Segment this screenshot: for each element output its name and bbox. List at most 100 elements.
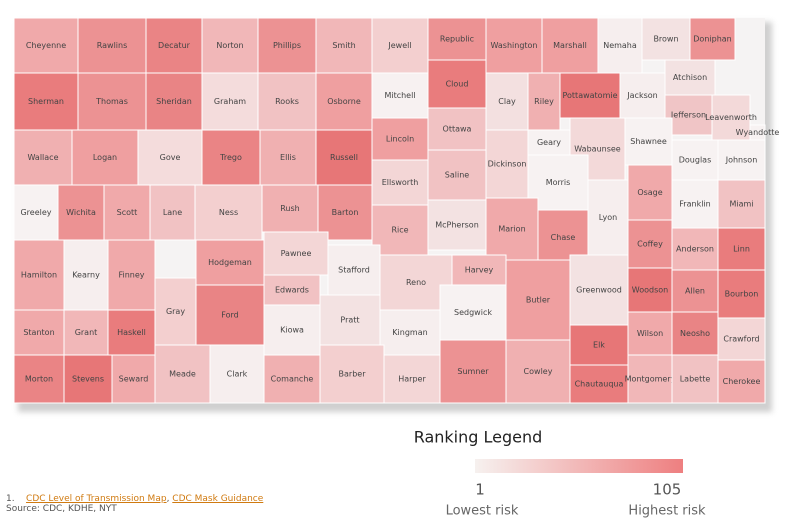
county (541, 17, 599, 74)
legend-min: 1 (475, 481, 485, 499)
county-label: Kearny (72, 271, 100, 280)
legend-min-label: Lowest risk (446, 504, 519, 519)
county-label: Clay (498, 97, 516, 106)
county-label: Wilson (637, 329, 663, 338)
county-label: Sedgwick (454, 308, 492, 317)
county-label: Harvey (465, 266, 494, 275)
source: Source: CDC, KDHE, NYT (6, 504, 117, 514)
county-label: Wabaunsee (574, 145, 621, 154)
county-label: Wallace (28, 153, 59, 162)
county (201, 129, 261, 186)
county (627, 311, 673, 356)
county (505, 339, 571, 404)
county (717, 227, 766, 271)
county (263, 354, 321, 404)
county (13, 354, 65, 404)
county-label: Rawlins (97, 41, 128, 50)
county-label: Marshall (553, 41, 587, 50)
county (671, 227, 719, 271)
county (371, 204, 429, 256)
legend-gradient (475, 459, 683, 473)
county-label: Hodgeman (208, 258, 252, 267)
county-label: Cloud (446, 80, 469, 89)
county-label: Pawnee (281, 249, 312, 258)
county-label: Lincoln (386, 135, 414, 144)
county-label: Clark (227, 370, 248, 379)
county (195, 284, 265, 346)
county (137, 129, 203, 186)
county (371, 17, 429, 74)
county (107, 309, 156, 356)
county-label: Pottawatomie (562, 91, 617, 100)
county (671, 311, 719, 356)
link[interactable]: CDC Mask Guidance (172, 494, 264, 504)
county (664, 94, 713, 136)
county (63, 309, 109, 356)
county-label: Brown (653, 35, 678, 44)
county-label: Montgomery (625, 375, 676, 384)
county-label: Graham (214, 97, 246, 106)
county-label: Anderson (676, 245, 714, 254)
county (717, 179, 766, 229)
legend-max: 105 (653, 481, 682, 499)
county-label: Finney (118, 271, 144, 280)
county-label: Greeley (20, 208, 51, 217)
county-label: Linn (733, 245, 750, 254)
county (201, 72, 259, 131)
county-label: Riley (534, 97, 554, 106)
county-label: Douglas (679, 156, 712, 165)
county (13, 72, 79, 131)
county-label: Shawnee (630, 137, 667, 146)
county (13, 239, 65, 311)
county (627, 267, 673, 313)
county-label: Leavenworth (705, 113, 757, 122)
county-label: Morris (546, 178, 571, 187)
county (527, 72, 561, 131)
county-label: Seward (119, 375, 149, 384)
county (319, 344, 385, 404)
county-label: Morton (25, 375, 53, 384)
county-label: Washington (490, 41, 537, 50)
county-label: Geary (537, 138, 561, 147)
county-label: Gray (166, 307, 185, 316)
county-label: Kiowa (280, 326, 304, 335)
county-label: Allen (685, 287, 705, 296)
county-label: Butler (526, 296, 551, 305)
county (319, 294, 381, 346)
county-label: Thomas (95, 97, 128, 106)
legend-max-label: Highest risk (628, 504, 706, 519)
link[interactable]: CDC Level of Transmission Map (26, 494, 167, 504)
county-label: Republic (440, 35, 474, 44)
county (451, 254, 507, 286)
county-label: Kingman (392, 328, 427, 337)
county (257, 17, 317, 74)
county (527, 129, 571, 156)
separator: , (166, 494, 173, 504)
county (201, 17, 259, 74)
county (664, 59, 716, 96)
county-label: Osborne (327, 97, 361, 106)
footnote-number: 1. (6, 494, 15, 504)
county-label: Wyandotte (736, 128, 780, 137)
legend-title: Ranking Legend (414, 428, 543, 447)
county-label: Reno (406, 278, 426, 287)
county-label: Comanche (271, 375, 314, 384)
county-label: Cheyenne (26, 41, 66, 50)
county-label: Haskell (117, 328, 146, 337)
county (371, 117, 429, 161)
county-label: Gove (160, 153, 181, 162)
county-label: Ellis (280, 153, 296, 162)
county-label: Lane (163, 208, 182, 217)
county-label: Miami (729, 200, 753, 209)
county (427, 59, 487, 109)
county (569, 364, 629, 404)
county-label: Johnson (725, 156, 758, 165)
county (195, 239, 265, 286)
counties: Cheyenne Rawlins Decatur Norton Phillips Smit… (13, 17, 780, 404)
county-label: Meade (169, 370, 196, 379)
county-label: Mitchell (384, 91, 415, 100)
county-label: Barber (339, 370, 367, 379)
county-label: Chautauqua (575, 380, 624, 389)
county-label: Rice (391, 226, 408, 235)
